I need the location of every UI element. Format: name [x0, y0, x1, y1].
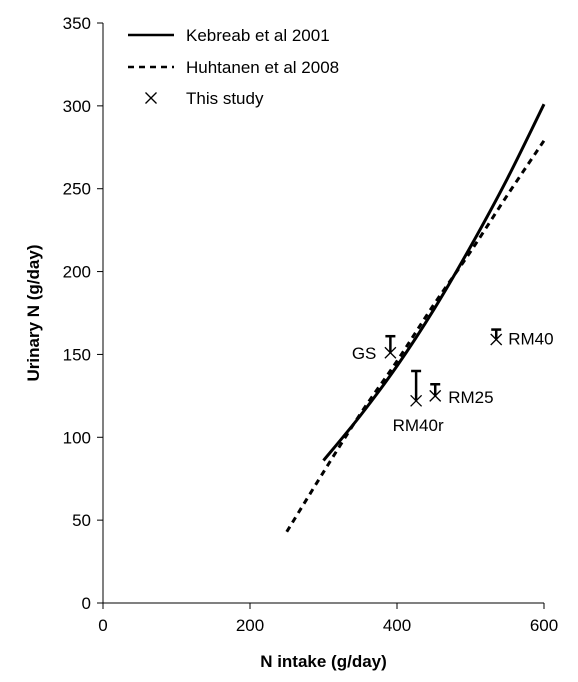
- y-tick-label: 50: [72, 511, 91, 530]
- marker-stroke: [490, 333, 503, 346]
- data-point-label: RM25: [448, 388, 493, 407]
- marker-stroke: [410, 394, 423, 407]
- data-point-label: RM40: [508, 330, 553, 349]
- x-axis-title: N intake (g/day): [260, 652, 387, 671]
- y-axis-title: Urinary N (g/day): [24, 245, 43, 382]
- data-point-label: GS: [352, 344, 377, 363]
- marker-stroke: [429, 389, 442, 402]
- data-point-x-marker: [490, 333, 503, 346]
- x-tick-label: 0: [98, 616, 107, 635]
- marker-stroke: [145, 92, 157, 104]
- legend-label: Huhtanen et al 2008: [186, 58, 339, 77]
- y-tick-label: 200: [63, 263, 91, 282]
- y-tick-label: 100: [63, 428, 91, 447]
- legend-label: This study: [186, 89, 264, 108]
- series-line-huhtanen: [285, 139, 546, 533]
- legend-label: Kebreab et al 2001: [186, 26, 330, 45]
- series-line-kebreab: [322, 103, 546, 462]
- x-tick-label: 600: [530, 616, 558, 635]
- marker-stroke: [384, 346, 397, 359]
- data-point-x-marker: [384, 346, 397, 359]
- y-tick-label: 300: [63, 97, 91, 116]
- legend: Kebreab et al 2001 Huhtanen et al 2008 Thi…: [128, 26, 339, 108]
- data-point-x-marker: [410, 394, 423, 407]
- y-tick-label: 250: [63, 180, 91, 199]
- y-tick-label: 0: [82, 594, 91, 613]
- axes: 0 50 100 150 200 250 300 350 0 200 400 600: [63, 14, 559, 635]
- x-tick-label: 200: [236, 616, 264, 635]
- y-tick-label: 350: [63, 14, 91, 33]
- data-point-label: RM40r: [393, 416, 444, 435]
- data-point-x-marker: [429, 389, 442, 402]
- x-tick-label: 400: [383, 616, 411, 635]
- legend-swatch-this-study: [145, 92, 157, 104]
- y-tick-label: 150: [63, 345, 91, 364]
